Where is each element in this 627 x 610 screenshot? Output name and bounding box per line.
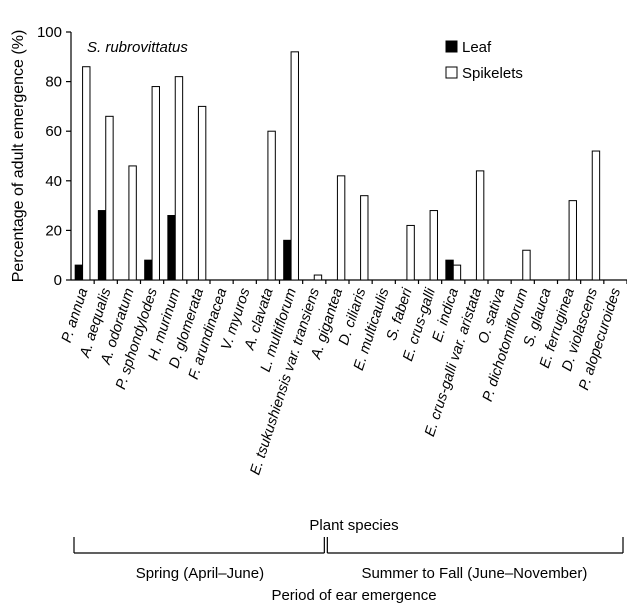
y-tick-label: 40 [45,173,62,190]
bar-spikelets [407,225,414,280]
bar-spikelets [175,77,182,280]
y-tick-label: 60 [45,123,62,140]
y-tick-label: 20 [45,222,62,239]
bar-spikelets [523,250,530,280]
period-bracket [74,537,623,553]
y-tick-label: 0 [54,272,62,289]
bars [75,52,599,280]
period-label-spring: Spring (April–June) [136,565,264,582]
y-tick-label: 100 [37,24,62,41]
y-ticks: 0 20 40 60 80 100 [37,24,71,289]
x-axis-label: Plant species [309,517,398,534]
y-tick-label: 80 [45,74,62,91]
bar-spikelets [291,52,298,280]
legend: Leaf Spikelets [446,39,523,82]
chart-title: S. rubrovittatus [87,39,188,56]
bar-leaf [284,240,291,280]
bar-spikelets [453,265,460,280]
legend-label-leaf: Leaf [462,39,492,56]
bar-spikelets [268,131,275,280]
bar-spikelets [592,151,599,280]
legend-swatch-leaf [446,41,457,52]
bar-spikelets [106,116,113,280]
bar-spikelets [476,171,483,280]
bar-spikelets [337,176,344,280]
legend-label-spikelets: Spikelets [462,65,523,82]
bar-leaf [168,216,175,280]
bar-spikelets [569,201,576,280]
bar-leaf [446,260,453,280]
bar-spikelets [152,87,159,280]
bar-spikelets [430,211,437,280]
bar-spikelets [83,67,90,280]
y-axis-label: Percentage of adult emergence (%) [10,30,27,283]
bar-spikelets [129,166,136,280]
bar-spikelets [314,275,321,280]
bar-spikelets [361,196,368,280]
period-label-summer-fall: Summer to Fall (June–November) [361,565,587,582]
bar-spikelets [198,106,205,280]
bar-leaf [145,260,152,280]
period-axis-label: Period of ear emergence [271,587,436,604]
legend-swatch-spikelets [446,67,457,78]
bar-leaf [98,211,105,280]
bar-leaf [75,265,82,280]
